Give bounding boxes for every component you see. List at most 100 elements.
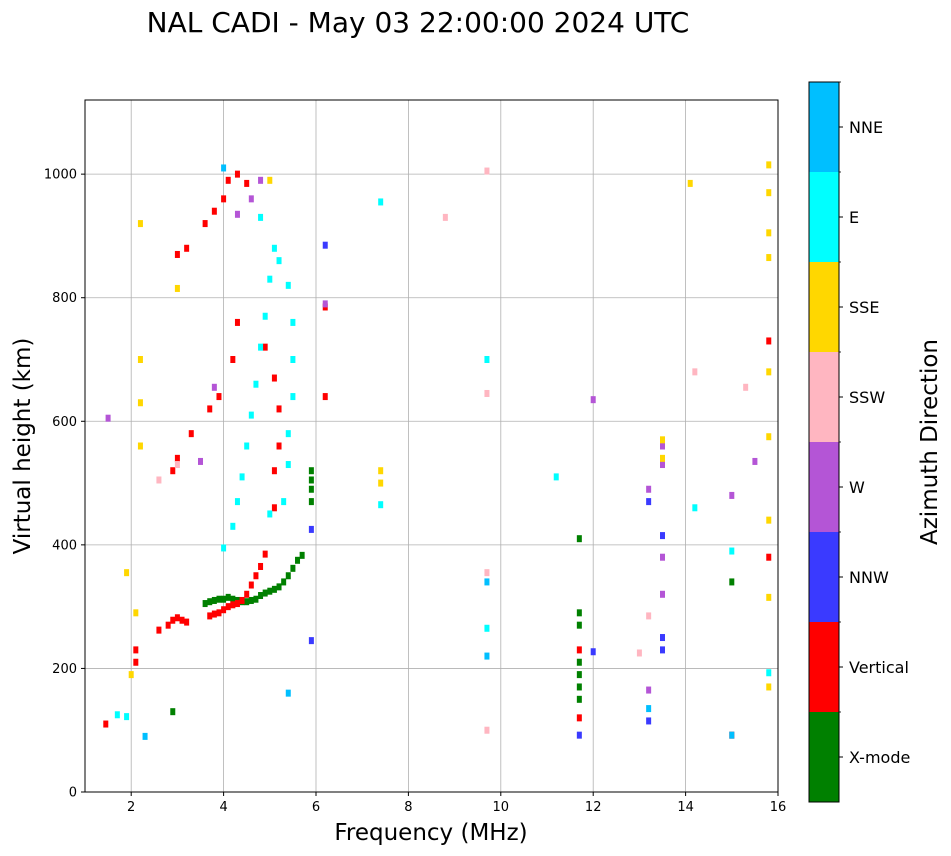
colorbar-label-vertical: Vertical (849, 658, 909, 677)
data-point (576, 621, 582, 629)
data-point (660, 553, 665, 561)
data-point (484, 356, 490, 363)
data-point (660, 532, 665, 540)
data-point (281, 498, 287, 506)
data-point (299, 551, 305, 559)
data-point (285, 572, 291, 580)
data-point (211, 596, 217, 604)
data-point (322, 241, 328, 249)
data-point (137, 399, 143, 407)
data-point (590, 648, 596, 656)
data-point (271, 585, 277, 593)
y-tick-label: 800 (52, 291, 77, 306)
series-sse (124, 161, 772, 691)
data-point (230, 522, 236, 530)
y-tick-label: 200 (52, 662, 77, 677)
x-tick-label: 8 (404, 800, 412, 815)
x-tick-label: 4 (219, 800, 227, 815)
data-point (729, 578, 735, 586)
grid (85, 100, 779, 793)
data-point (216, 393, 222, 401)
data-point (234, 210, 240, 218)
data-point (308, 498, 314, 506)
data-point (276, 405, 282, 413)
data-point (285, 430, 291, 438)
data-point (124, 569, 130, 577)
data-point (170, 467, 176, 475)
data-point (267, 176, 273, 184)
series-w (105, 176, 758, 694)
data-point (124, 713, 130, 721)
data-point (378, 198, 384, 206)
data-point (258, 592, 264, 600)
data-point (216, 595, 222, 603)
data-point (590, 396, 596, 404)
data-point (137, 220, 143, 228)
data-point (660, 442, 665, 450)
data-point (156, 476, 162, 484)
y-axis-ticks: 0 200 400 600 800 1000 (44, 168, 85, 801)
colorbar-swatch (809, 442, 839, 532)
data-point (576, 671, 582, 679)
data-point (271, 374, 277, 382)
data-point (137, 442, 143, 450)
data-point (766, 254, 772, 262)
data-point (211, 207, 217, 215)
data-point (285, 689, 291, 697)
data-point (258, 562, 264, 570)
colorbar-swatch (809, 532, 839, 622)
data-point (202, 220, 208, 228)
data-point (267, 587, 273, 595)
data-point (267, 275, 273, 283)
data-point (484, 624, 490, 632)
data-point (729, 731, 735, 739)
data-point (766, 189, 772, 197)
data-point (484, 652, 490, 660)
data-point (285, 461, 291, 469)
data-point (484, 167, 490, 175)
data-point (308, 467, 314, 475)
data-point (553, 473, 559, 481)
data-point (743, 383, 749, 391)
data-point (766, 161, 772, 169)
data-point (766, 553, 772, 561)
colorbar-label-sse: SSE (849, 298, 879, 317)
data-point (752, 457, 758, 465)
data-point (198, 457, 203, 465)
data-point (660, 436, 665, 444)
data-point (766, 669, 772, 677)
series-e (114, 198, 772, 721)
data-point (576, 714, 582, 722)
data-point (729, 491, 735, 499)
data-point (239, 596, 245, 604)
data-point (576, 609, 582, 617)
data-point (308, 485, 314, 493)
data-point (234, 600, 240, 608)
data-point (281, 578, 287, 586)
data-point (660, 634, 665, 642)
data-point (253, 572, 259, 580)
data-point (137, 356, 143, 363)
data-point (239, 473, 245, 481)
data-point (290, 318, 296, 326)
data-point (766, 683, 772, 691)
data-point (207, 405, 213, 413)
colorbar-label-nne: NNE (849, 118, 883, 137)
data-point (156, 626, 162, 634)
data-point (225, 603, 231, 611)
data-point (244, 590, 250, 598)
data-point (244, 179, 250, 187)
data-point (484, 569, 490, 577)
data-point (636, 649, 642, 657)
colorbar-swatch (809, 352, 839, 442)
data-point (378, 479, 384, 487)
data-point (576, 658, 582, 666)
data-point (276, 257, 282, 265)
data-point (174, 454, 180, 462)
data-point (170, 616, 176, 624)
data-point (308, 525, 314, 533)
x-axis-label: Frequency (MHz) (334, 820, 527, 846)
data-point (766, 433, 772, 441)
data-point (262, 312, 268, 320)
